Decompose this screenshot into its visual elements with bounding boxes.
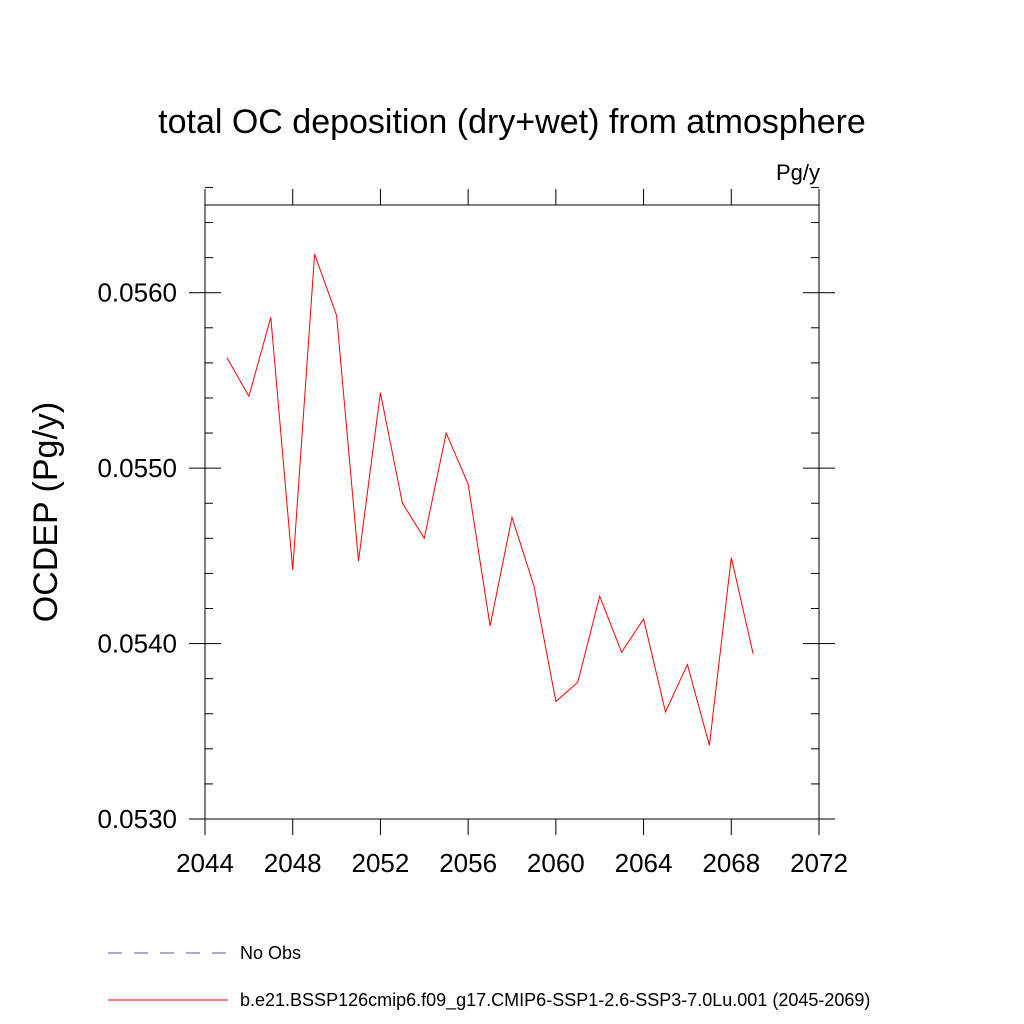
legend: No Obs b.e21.BSSP126cmip6.f09_g17.CMIP6-… — [108, 943, 870, 1011]
x-tick-label: 2052 — [352, 848, 410, 878]
x-tick-label: 2064 — [615, 848, 673, 878]
x-tick-label: 2060 — [527, 848, 585, 878]
y-tick-label: 0.0560 — [97, 278, 177, 308]
units-label: Pg/y — [776, 160, 820, 185]
x-tick-label: 2068 — [702, 848, 760, 878]
y-tick-label: 0.0540 — [97, 629, 177, 659]
x-axis-ticks: 2044 2048 2052 2056 2060 2064 2068 2072 — [176, 189, 848, 878]
x-tick-label: 2056 — [439, 848, 497, 878]
series-group — [226, 253, 754, 746]
plot-frame — [204, 204, 820, 820]
legend-label-model: b.e21.BSSP126cmip6.f09_g17.CMIP6-SSP1-2.… — [240, 990, 870, 1011]
y-axis-label: OCDEP (Pg/y) — [27, 402, 65, 622]
x-tick-label: 2044 — [176, 848, 234, 878]
series-line — [226, 253, 754, 746]
legend-label-no-obs: No Obs — [240, 943, 301, 963]
x-tick-label: 2048 — [264, 848, 322, 878]
y-tick-label: 0.0550 — [97, 453, 177, 483]
y-tick-label: 0.0530 — [97, 804, 177, 834]
x-tick-label: 2072 — [790, 848, 848, 878]
chart-title: total OC deposition (dry+wet) from atmos… — [158, 103, 866, 141]
y-axis-ticks: 0.0530 0.0540 0.0550 0.0560 — [97, 186, 835, 834]
